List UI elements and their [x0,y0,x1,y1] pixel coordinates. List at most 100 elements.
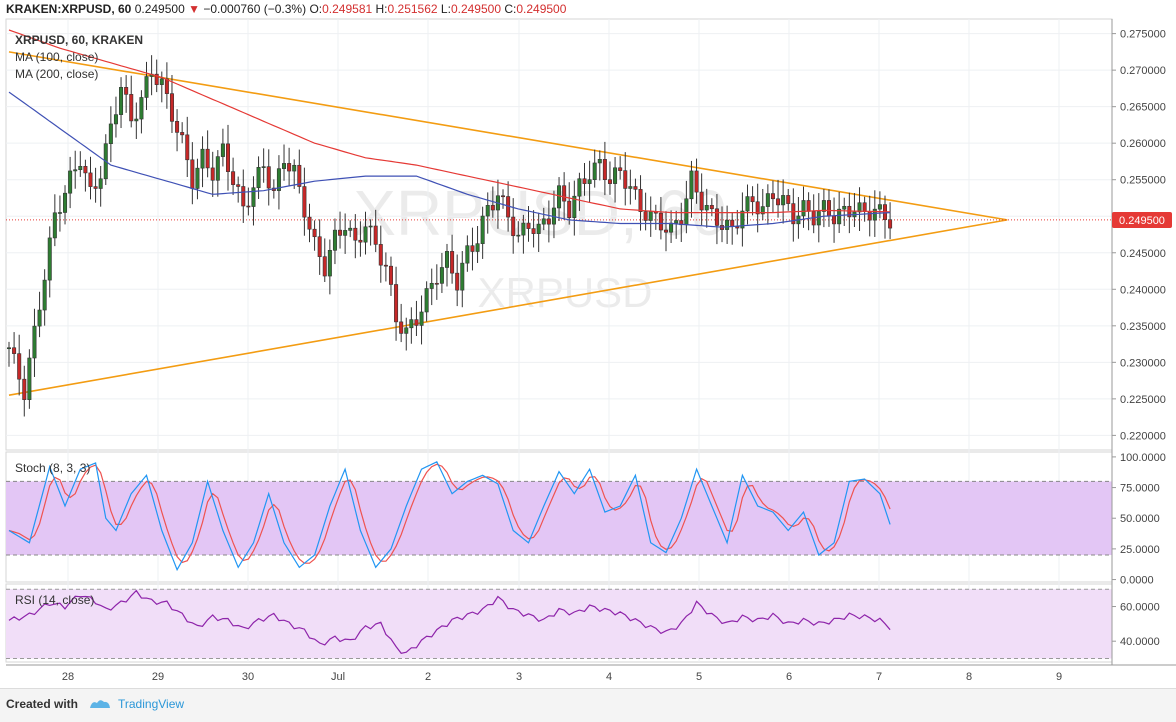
candle-body [638,189,643,212]
header-o-value: 0.249581 [322,2,373,16]
candle-body [282,163,287,169]
rsi-line [8,589,891,654]
candle-body [261,166,266,168]
header-h-value: 0.251562 [387,2,438,16]
candle-body [628,186,633,189]
candle-body [37,309,42,327]
candle-body [888,219,893,229]
candle-body [694,170,699,193]
candle-body [434,282,439,285]
candle-body [113,114,118,125]
candle-body [562,185,567,202]
candle-body [709,205,714,210]
candle-body [327,249,332,277]
candle-body [475,243,480,252]
candle-body [363,226,368,243]
ma200-line [8,29,891,214]
stoch-k-line [8,460,891,572]
candle-body [236,184,241,187]
y-tick-label: 0.235000 [1120,321,1166,333]
candle-body [42,279,47,311]
candle-body [490,205,495,211]
candle-body [190,159,195,189]
candle-body [180,132,185,136]
y-tick-label: 0.240000 [1120,284,1166,296]
stoch-d-line [8,463,891,564]
candle-body [602,159,607,180]
x-tick-label: 4 [606,671,612,683]
footer-tradingview-link[interactable]: TradingView [118,697,185,711]
candle-body [348,227,353,231]
candle-body [241,186,246,207]
candle-body [108,123,113,145]
candle-body [220,143,225,157]
candle-body [7,347,12,350]
candle-body [399,321,404,334]
y-tick-label: 0.270000 [1120,65,1166,77]
header-o-label: O: [309,2,323,16]
candle-body [526,222,531,229]
candle-body [57,212,62,214]
candle-body [460,262,465,291]
chart-header: KRAKEN:XRPUSD, 60 0.249500 ▼ −0.000760 (… [6,0,566,18]
candle-body [266,166,271,189]
candle-body [877,204,882,210]
candle-body [98,178,103,189]
candle-body [450,251,455,274]
candle-body [791,203,796,225]
price-tag-bg [1112,212,1172,228]
candle-body [816,211,821,226]
candle-body [465,245,470,264]
candle-body [587,179,592,184]
candle-body [674,220,679,224]
candle-body [317,236,322,257]
rsi-band [6,589,1112,659]
candle-body [424,288,429,313]
candle-body [332,229,337,251]
x-tick-label: 8 [966,671,972,683]
candle-body [480,215,485,244]
footer-bar: Created with TradingView [0,688,1176,722]
candle-body [760,206,765,215]
candle-body [159,78,164,85]
candle-body [297,164,302,187]
candle-body [73,169,78,172]
candle-body [169,93,174,122]
candle-body [175,121,180,133]
candle-body [633,186,638,190]
candle-body [246,205,251,208]
candle-body [781,195,786,206]
stoch-tick-label: 25.0000 [1120,544,1160,556]
candle-body [144,76,149,98]
chart-canvas[interactable]: XRPUSD, 60 XRPUSD 28 29 30 Jul 2 3 4 5 6 7 8 90.275… [0,0,1176,688]
candle-body [129,94,134,122]
candle-body [582,178,587,184]
header-change: −0.000760 (−0.3%) [203,2,307,16]
candle-body [88,172,93,187]
candle-body [378,244,383,266]
candle-body [837,208,842,225]
candle-body [83,166,88,174]
candle-body [383,264,388,267]
candle-body [689,170,694,200]
candle-body [185,134,190,161]
candle-body [215,156,220,181]
candle-body [826,200,831,217]
candle-body [572,195,577,218]
candle-body [322,256,327,277]
candle-body [78,166,83,171]
candle-body [17,353,22,380]
candle-body [501,195,506,198]
candle-body [404,327,409,334]
candle-body [750,196,755,203]
candle-body [872,208,877,221]
candle-body [597,159,602,164]
candle-body [225,143,230,172]
tradingview-logo-icon[interactable] [88,696,112,712]
candle-body [419,311,424,326]
header-l-value: 0.249500 [450,2,501,16]
candle-body [353,227,358,241]
y-tick-label: 0.275000 [1120,29,1166,41]
candle-body [439,267,444,284]
